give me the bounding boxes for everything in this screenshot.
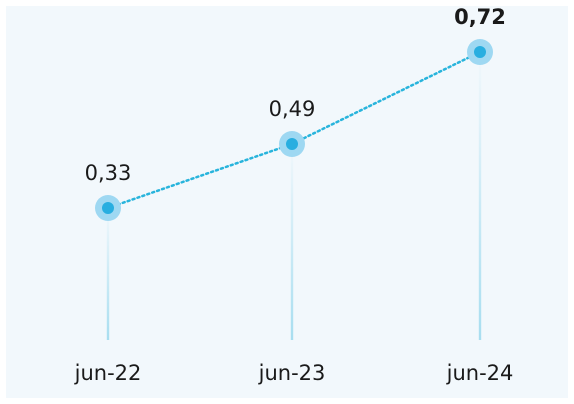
series-line <box>106 50 482 210</box>
drop-lines <box>106 52 482 340</box>
data-points <box>95 39 493 221</box>
value-label-jun-24: 0,72 <box>454 5 506 29</box>
value-label-jun-22: 0,33 <box>85 161 132 185</box>
x-tick-labels: jun-22 jun-23 jun-24 <box>74 361 514 385</box>
x-tick-label-jun-24: jun-24 <box>446 361 514 385</box>
value-label-jun-23: 0,49 <box>269 97 316 121</box>
drop-line-jun-24 <box>478 52 482 340</box>
point-jun-24 <box>474 46 486 58</box>
drop-line-jun-23 <box>290 144 294 340</box>
x-tick-label-jun-23: jun-23 <box>258 361 326 385</box>
drop-line-jun-22 <box>106 208 110 340</box>
value-labels: 0,33 0,49 0,72 <box>85 5 506 185</box>
x-tick-label-jun-22: jun-22 <box>74 361 142 385</box>
point-jun-23 <box>286 138 298 150</box>
point-jun-22 <box>102 202 114 214</box>
